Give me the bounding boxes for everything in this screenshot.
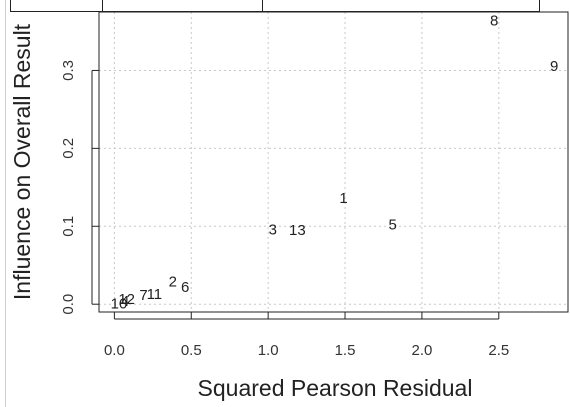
grid [99, 12, 568, 312]
point-label: 6 [181, 279, 189, 296]
x-tick-label: 1.0 [258, 342, 279, 359]
point-label: 4 [121, 293, 129, 310]
x-tick-label: 2.5 [488, 342, 509, 359]
y-tick-label: 0.3 [60, 60, 77, 81]
point-label: 12 [118, 291, 135, 308]
point-label: 7 [139, 287, 147, 304]
point-label: 11 [147, 286, 163, 303]
x-axis-label: Squared Pearson Residual [198, 375, 473, 401]
axes: 0.0 0.5 1.0 1.5 2.0 2.5 0.0 0.1 0.2 0.3 [60, 60, 509, 359]
y-tick-label: 0.2 [60, 138, 77, 159]
point-label: 9 [550, 58, 558, 75]
x-tick-label: 1.5 [335, 342, 356, 359]
y-tick-label: 0.0 [60, 294, 77, 315]
x-tick-label: 0.0 [104, 342, 125, 359]
table-cell [11, 0, 103, 11]
point-label: 1 [339, 190, 347, 207]
point-label: 2 [169, 274, 177, 291]
x-tick-label: 0.5 [181, 342, 202, 359]
point-label: 13 [289, 222, 306, 239]
point-label: 3 [269, 221, 277, 238]
point-label: 10 [111, 295, 128, 312]
left-border-line [5, 0, 6, 407]
plot-frame [98, 11, 569, 313]
y-axis-label: Influence on Overall Result [9, 23, 35, 300]
point-label: 5 [389, 217, 397, 234]
point-label: 8 [490, 13, 498, 30]
x-tick-label: 2.0 [411, 342, 432, 359]
y-tick-label: 0.1 [60, 216, 77, 237]
table-cell [103, 0, 263, 11]
